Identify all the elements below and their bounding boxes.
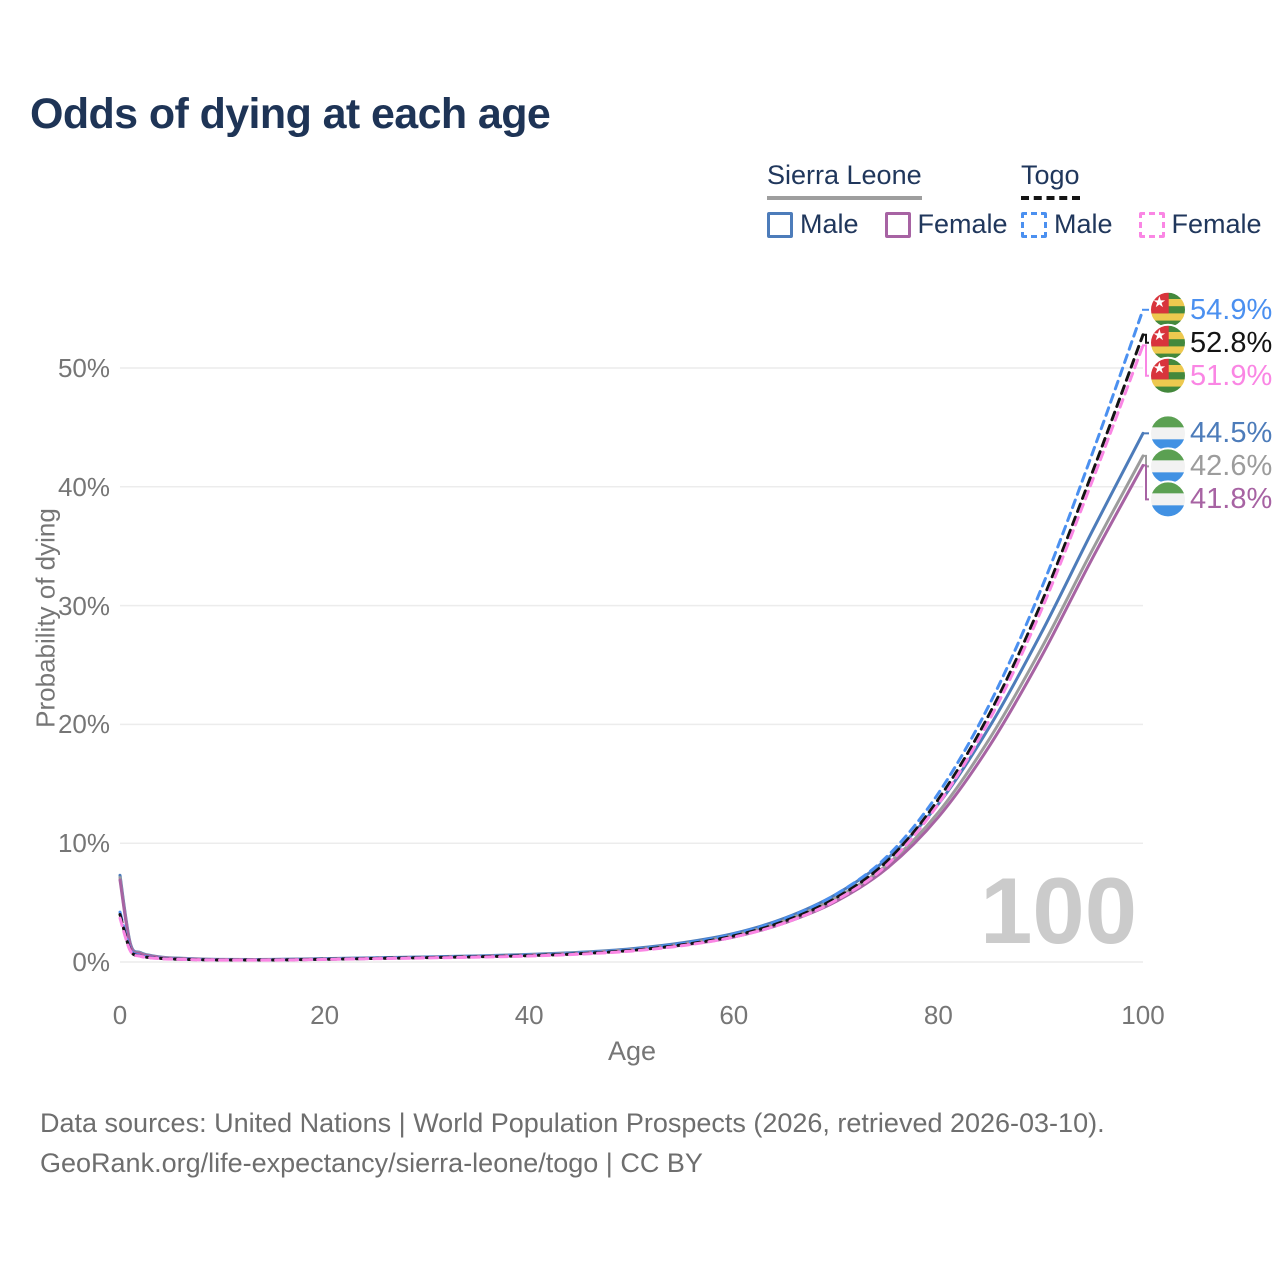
series-end-label-sierra-leone-female: 41.8% [1190,483,1273,516]
line-style-swatch-solid-purple [884,211,911,238]
legend-item-label: Female [917,209,1008,239]
y-tick-label: 30% [57,590,110,621]
flag-icon-sierra-leone [1149,480,1187,519]
footer-data-sources: Data sources: United Nations | World Pop… [40,1108,1105,1138]
legend-group-sierra-leone: Sierra Leone Male Female [767,160,1008,240]
footer-attribution: GeoRank.org/life-expectancy/sierra-leone… [40,1148,703,1178]
legend-group-togo: Togo Male Female [1021,160,1262,240]
svg-text:★: ★ [1153,327,1166,344]
legend-group-title-sierra-leone[interactable]: Sierra Leone [767,160,922,200]
legend-group-title-togo[interactable]: Togo [1021,160,1080,200]
series-end-label-togo-all: 52.8% [1190,326,1273,359]
y-tick-label: 10% [57,828,110,859]
line-style-swatch-dashed-pink [1138,211,1165,238]
legend-item-label: Male [800,209,859,239]
legend-item-sierra-leone-female[interactable]: Female [884,209,1008,240]
legend-item-label: Female [1171,209,1262,239]
x-tick-label: 100 [1121,1000,1165,1030]
line-style-swatch-dashed-blue [1021,211,1047,238]
legend-item-togo-male[interactable]: Male [1021,209,1113,240]
legend-item-sierra-leone-male[interactable]: Male [767,209,859,240]
flag-icons: ★ ★ ★ [1149,290,1187,519]
end-label-connectors [1142,308,1149,501]
x-tick-label: 40 [514,1000,544,1030]
x-tick-label: 20 [310,1000,340,1030]
end-label-connector-sierra-leone-female [1142,464,1149,501]
legend-item-togo-female[interactable]: Female [1138,209,1262,240]
x-tick-label: 80 [923,1000,953,1030]
series-end-label-sierra-leone-male: 44.5% [1190,417,1273,450]
y-tick-label: 50% [57,353,110,383]
series-lines [118,308,1145,962]
end-label-connector-togo-female [1142,344,1149,377]
line-style-swatch-solid-blue [767,211,793,238]
gridlines [120,367,1143,963]
flag-icon-togo: ★ [1149,356,1187,395]
y-tick-label: 0% [72,947,110,977]
series-end-label-togo-male: 54.9% [1190,293,1273,326]
legend-item-label: Male [1054,209,1113,239]
x-tick-label: 60 [719,1000,749,1030]
series-end-label-togo-female: 51.9% [1190,359,1273,392]
flag-icon-togo: ★ [1149,290,1187,329]
x-axis-title: Age [607,1036,657,1066]
legend-items-sierra-leone: Male Female [767,209,1008,240]
y-tick-label: 20% [57,709,110,740]
flag-icon-sierra-leone [1149,447,1187,486]
flag-icon-togo: ★ [1149,323,1187,362]
y-axis-title: Probability of dying [30,508,61,728]
svg-text:★: ★ [1153,360,1166,377]
y-tick-label: 40% [57,471,110,502]
series-end-label-sierra-leone-all: 42.6% [1190,450,1273,483]
x-tick-label: 0 [112,1000,128,1030]
series-line-togo-female[interactable] [118,343,1145,962]
svg-text:★: ★ [1153,294,1166,311]
page-title: Odds of dying at each age [30,90,551,138]
age-counter-watermark: 100 [980,858,1137,963]
flag-icon-sierra-leone [1149,414,1187,453]
end-label-connector-togo-all [1142,333,1149,344]
end-label-connector-sierra-leone-all [1142,454,1149,468]
legend-items-togo: Male Female [1021,209,1262,240]
